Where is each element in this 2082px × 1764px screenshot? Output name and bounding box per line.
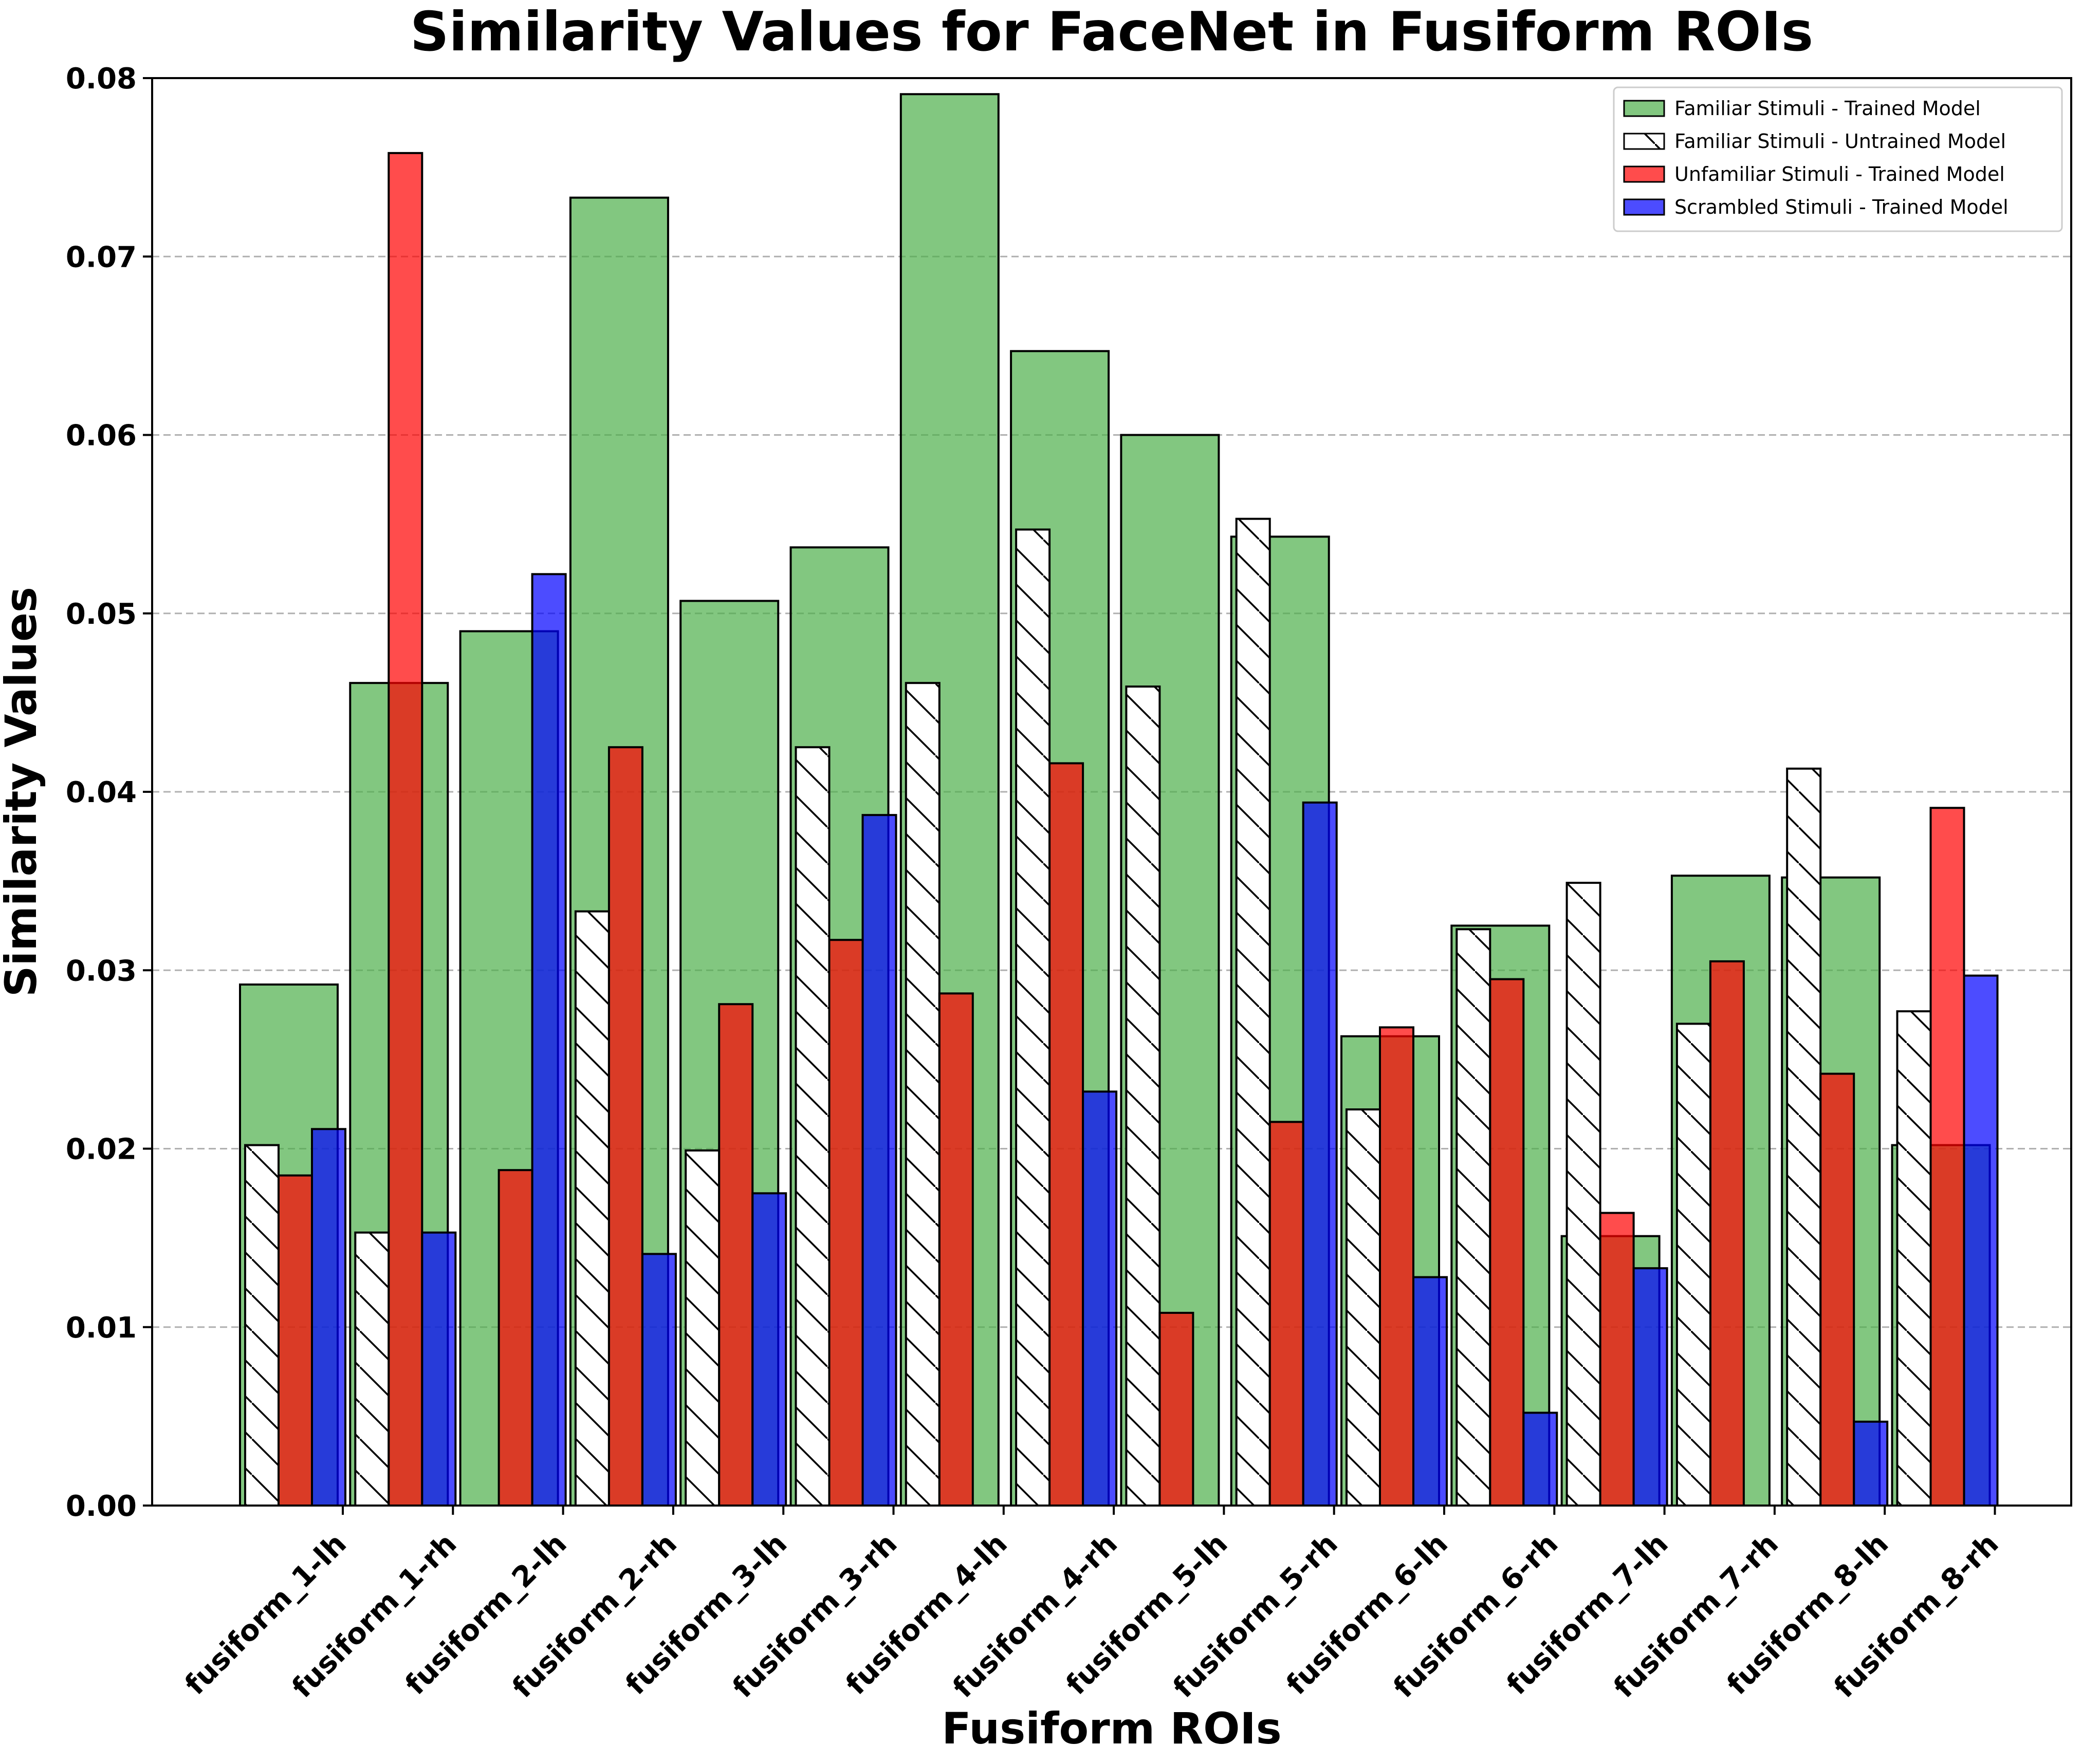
bar-scrambled-trained — [311, 1128, 346, 1506]
chart-title: Similarity Values for FaceNet in Fusifor… — [410, 1, 1813, 63]
bar-familiar-untrained — [1235, 517, 1271, 1506]
y-tick-label: 0.06 — [66, 419, 137, 453]
bar-unfamiliar-trained — [1599, 1212, 1635, 1506]
y-axis-ticks: 0.00 0.01 0.02 0.03 0.04 0.05 0.06 0.07 0.08 — [66, 62, 152, 1523]
bars — [239, 93, 1999, 1506]
legend-label: Familiar Stimuli - Trained Model — [1674, 97, 1981, 120]
legend: Familiar Stimuli - Trained Model Familiar… — [1613, 86, 2063, 232]
bar-scrambled-trained — [1632, 1267, 1668, 1506]
bar-familiar-untrained — [1565, 882, 1601, 1506]
bar-scrambled-trained — [531, 573, 567, 1506]
bar-familiar-untrained — [574, 910, 610, 1506]
legend-swatch — [1623, 165, 1665, 183]
bar-scrambled-trained — [1522, 1412, 1558, 1506]
y-tick-label: 0.02 — [66, 1133, 137, 1166]
y-tick-label: 0.03 — [66, 954, 137, 988]
bar-unfamiliar-trained — [828, 939, 864, 1506]
legend-label: Unfamiliar Stimuli - Trained Model — [1674, 163, 2005, 185]
bar-scrambled-trained — [861, 814, 897, 1506]
bar-unfamiliar-trained — [1048, 762, 1084, 1506]
y-tick-label: 0.00 — [66, 1490, 137, 1523]
y-tick-label: 0.07 — [66, 240, 137, 274]
bar-familiar-untrained — [685, 1149, 721, 1506]
y-axis-label: Similarity Values — [0, 587, 46, 997]
bar-unfamiliar-trained — [938, 992, 974, 1506]
bar-familiar-untrained — [1675, 1023, 1711, 1506]
legend-box — [1613, 86, 2063, 232]
bar-familiar-untrained — [905, 682, 941, 1506]
x-axis-ticks: fusiform_1-lhfusiform_1-rhfusiform_2-lhf… — [179, 1506, 2005, 1704]
bar-scrambled-trained — [1853, 1420, 1889, 1506]
bar-unfamiliar-trained — [718, 1003, 754, 1506]
bar-scrambled-trained — [1302, 801, 1338, 1506]
bar-scrambled-trained — [1412, 1276, 1448, 1506]
bar-unfamiliar-trained — [1489, 978, 1525, 1506]
bar-unfamiliar-trained — [498, 1169, 533, 1506]
bar-unfamiliar-trained — [388, 152, 423, 1506]
legend-swatch — [1623, 133, 1665, 150]
legend-swatch — [1623, 100, 1665, 117]
bar-unfamiliar-trained — [1929, 807, 1965, 1506]
bar-scrambled-trained — [641, 1253, 677, 1506]
x-axis-label: Fusiform ROIs — [942, 1703, 1282, 1754]
bar-scrambled-trained — [751, 1192, 787, 1506]
bar-familiar-untrained — [1015, 528, 1051, 1506]
bar-familiar-untrained — [1455, 928, 1491, 1506]
bar-familiar-untrained — [354, 1231, 390, 1506]
bar-unfamiliar-trained — [1379, 1026, 1414, 1506]
bar-familiar-untrained — [1786, 767, 1822, 1506]
y-tick-label: 0.01 — [66, 1311, 137, 1345]
legend-label: Familiar Stimuli - Untrained Model — [1674, 130, 2006, 153]
bar-familiar-untrained — [795, 746, 831, 1506]
y-tick-label: 0.04 — [66, 776, 137, 809]
legend-swatch — [1623, 198, 1665, 216]
y-tick-label: 0.05 — [66, 598, 137, 631]
bar-unfamiliar-trained — [1268, 1121, 1304, 1506]
bar-familiar-untrained — [244, 1144, 280, 1506]
bar-unfamiliar-trained — [278, 1174, 313, 1506]
bar-unfamiliar-trained — [1158, 1311, 1194, 1506]
bar-unfamiliar-trained — [1709, 960, 1745, 1506]
bar-scrambled-trained — [421, 1231, 457, 1506]
bar-scrambled-trained — [1082, 1090, 1118, 1506]
bar-unfamiliar-trained — [607, 746, 643, 1506]
legend-label: Scrambled Stimuli - Trained Model — [1674, 196, 2009, 218]
bar-scrambled-trained — [1963, 974, 1999, 1506]
bar-unfamiliar-trained — [1819, 1072, 1855, 1506]
bar-familiar-untrained — [1125, 685, 1161, 1506]
bar-familiar-untrained — [1346, 1108, 1381, 1506]
bar-familiar-untrained — [1896, 1010, 1932, 1506]
y-tick-label: 0.08 — [66, 62, 137, 96]
